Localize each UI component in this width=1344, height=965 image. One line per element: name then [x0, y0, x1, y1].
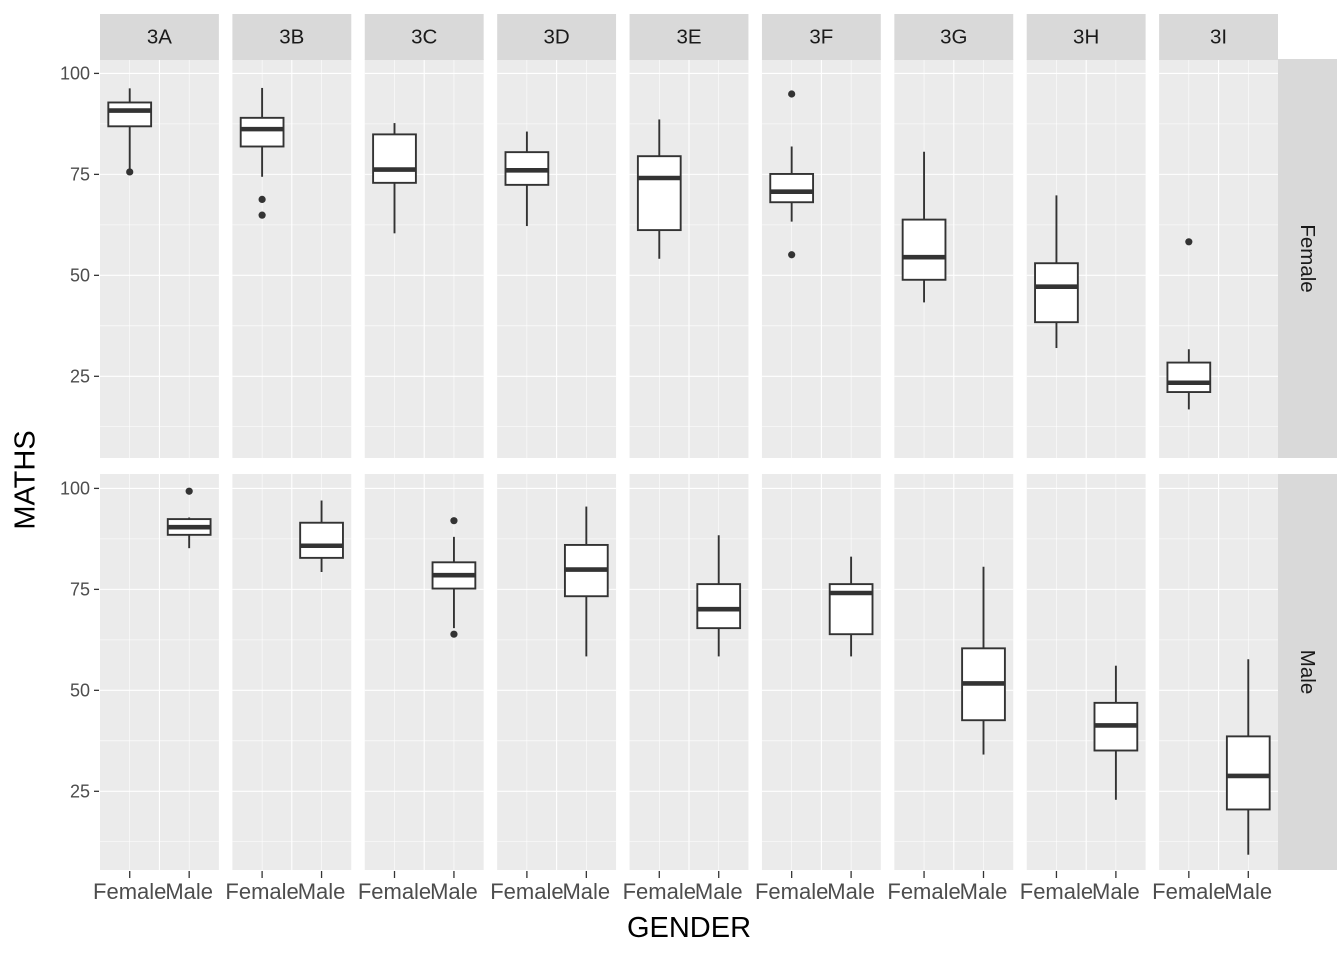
svg-text:75: 75 [70, 579, 90, 599]
svg-text:3G: 3G [940, 26, 967, 49]
svg-text:Female: Female [1152, 879, 1225, 904]
svg-text:Male: Male [165, 879, 213, 904]
svg-text:3B: 3B [279, 26, 304, 49]
svg-text:Female: Female [490, 879, 563, 904]
svg-text:Male: Male [1296, 650, 1319, 694]
svg-text:Female: Female [93, 879, 166, 904]
svg-text:3E: 3E [676, 26, 701, 49]
svg-text:3C: 3C [411, 26, 437, 49]
svg-text:Female: Female [623, 879, 696, 904]
svg-text:Female: Female [887, 879, 960, 904]
svg-text:100: 100 [60, 63, 90, 83]
svg-text:25: 25 [70, 781, 90, 801]
svg-text:Female: Female [755, 879, 828, 904]
svg-text:3F: 3F [809, 26, 833, 49]
svg-text:Female: Female [225, 879, 298, 904]
svg-text:Male: Male [827, 879, 875, 904]
svg-text:Female: Female [1296, 224, 1319, 292]
svg-text:Male: Male [695, 879, 743, 904]
svg-text:Male: Male [430, 879, 478, 904]
svg-text:100: 100 [60, 478, 90, 498]
svg-text:Male: Male [960, 879, 1008, 904]
svg-text:3I: 3I [1210, 26, 1227, 49]
svg-text:50: 50 [70, 680, 90, 700]
svg-text:Male: Male [298, 879, 346, 904]
svg-text:3H: 3H [1073, 26, 1099, 49]
svg-text:75: 75 [70, 164, 90, 184]
svg-text:3D: 3D [544, 26, 570, 49]
svg-text:Male: Male [1092, 879, 1140, 904]
svg-text:50: 50 [70, 265, 90, 285]
svg-text:Female: Female [1020, 879, 1093, 904]
svg-text:3A: 3A [147, 26, 172, 49]
svg-text:Male: Male [1224, 879, 1272, 904]
svg-text:Male: Male [562, 879, 610, 904]
svg-text:25: 25 [70, 366, 90, 386]
svg-text:Female: Female [358, 879, 431, 904]
